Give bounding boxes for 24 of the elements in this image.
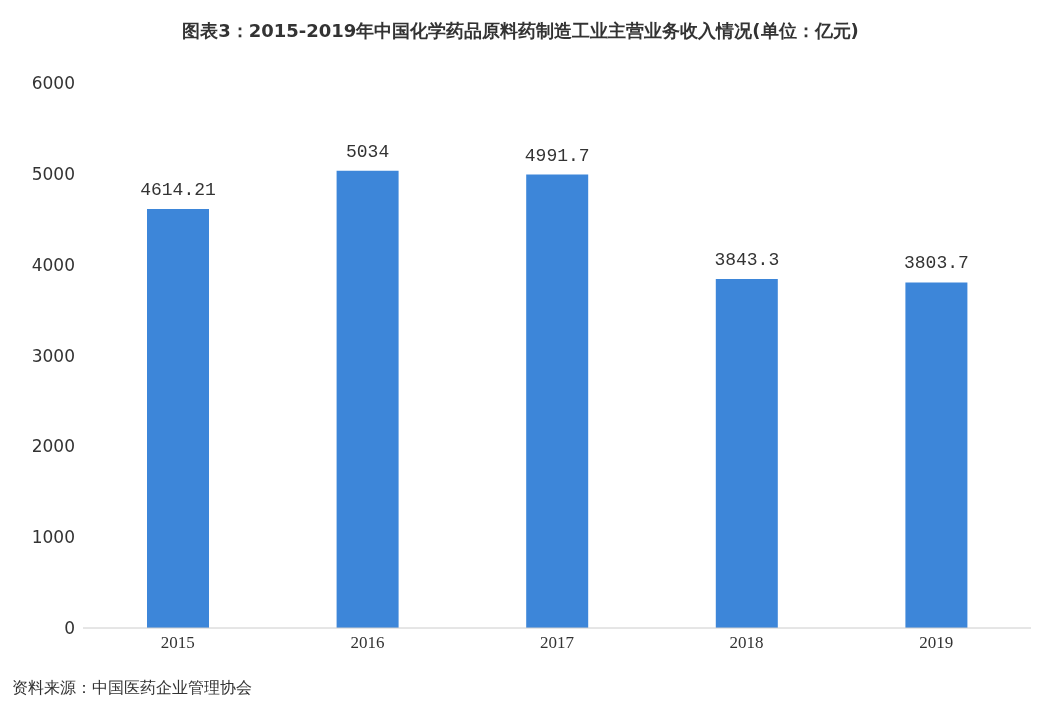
data-label: 4614.21 xyxy=(140,179,216,200)
x-tick-label: 2015 xyxy=(160,633,195,653)
bar xyxy=(147,208,209,628)
bar xyxy=(905,282,968,628)
data-label: 3803.7 xyxy=(903,253,969,274)
x-tick-label: 2017 xyxy=(540,633,575,653)
bar xyxy=(526,174,589,628)
data-label: 3843.3 xyxy=(714,249,780,270)
bar xyxy=(336,170,399,628)
chart-title: 图表3：2015-2019年中国化学药品原料药制造工业主营业务收入情况(单位：亿元) xyxy=(181,19,860,43)
y-tick-label: 4000 xyxy=(31,254,75,275)
y-tick-label: 6000 xyxy=(31,73,75,94)
y-tick-label: 5000 xyxy=(31,163,75,184)
data-label: 4991.7 xyxy=(524,145,590,166)
y-tick-label: 1000 xyxy=(31,527,75,548)
bar xyxy=(715,278,778,628)
x-tick-label: 2016 xyxy=(350,633,385,653)
x-tick-label: 2019 xyxy=(919,633,954,653)
text: 资料来源：中国医药企业管理协会 xyxy=(11,678,253,699)
y-tick-label: 0 xyxy=(64,618,75,639)
y-tick-label: 3000 xyxy=(31,345,75,366)
x-tick-label: 2018 xyxy=(729,633,764,653)
y-tick-label: 2000 xyxy=(31,436,75,457)
data-label: 5034 xyxy=(345,141,390,162)
